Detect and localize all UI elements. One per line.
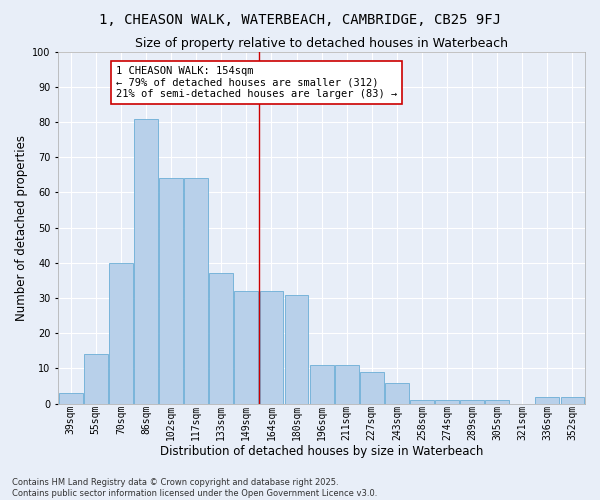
Y-axis label: Number of detached properties: Number of detached properties — [15, 134, 28, 320]
Bar — [209, 274, 233, 404]
Bar — [84, 354, 108, 404]
Bar — [109, 263, 133, 404]
X-axis label: Distribution of detached houses by size in Waterbeach: Distribution of detached houses by size … — [160, 444, 483, 458]
Bar — [460, 400, 484, 404]
Bar — [134, 118, 158, 404]
Bar — [335, 365, 359, 404]
Bar — [159, 178, 183, 404]
Bar — [385, 382, 409, 404]
Bar — [435, 400, 459, 404]
Text: 1 CHEASON WALK: 154sqm
← 79% of detached houses are smaller (312)
21% of semi-de: 1 CHEASON WALK: 154sqm ← 79% of detached… — [116, 66, 397, 99]
Title: Size of property relative to detached houses in Waterbeach: Size of property relative to detached ho… — [135, 38, 508, 51]
Bar — [235, 291, 258, 404]
Bar — [410, 400, 434, 404]
Bar — [485, 400, 509, 404]
Bar — [260, 291, 283, 404]
Text: Contains HM Land Registry data © Crown copyright and database right 2025.
Contai: Contains HM Land Registry data © Crown c… — [12, 478, 377, 498]
Bar — [560, 396, 584, 404]
Bar — [59, 393, 83, 404]
Bar — [310, 365, 334, 404]
Bar — [184, 178, 208, 404]
Bar — [535, 396, 559, 404]
Bar — [284, 294, 308, 404]
Text: 1, CHEASON WALK, WATERBEACH, CAMBRIDGE, CB25 9FJ: 1, CHEASON WALK, WATERBEACH, CAMBRIDGE, … — [99, 12, 501, 26]
Bar — [360, 372, 383, 404]
